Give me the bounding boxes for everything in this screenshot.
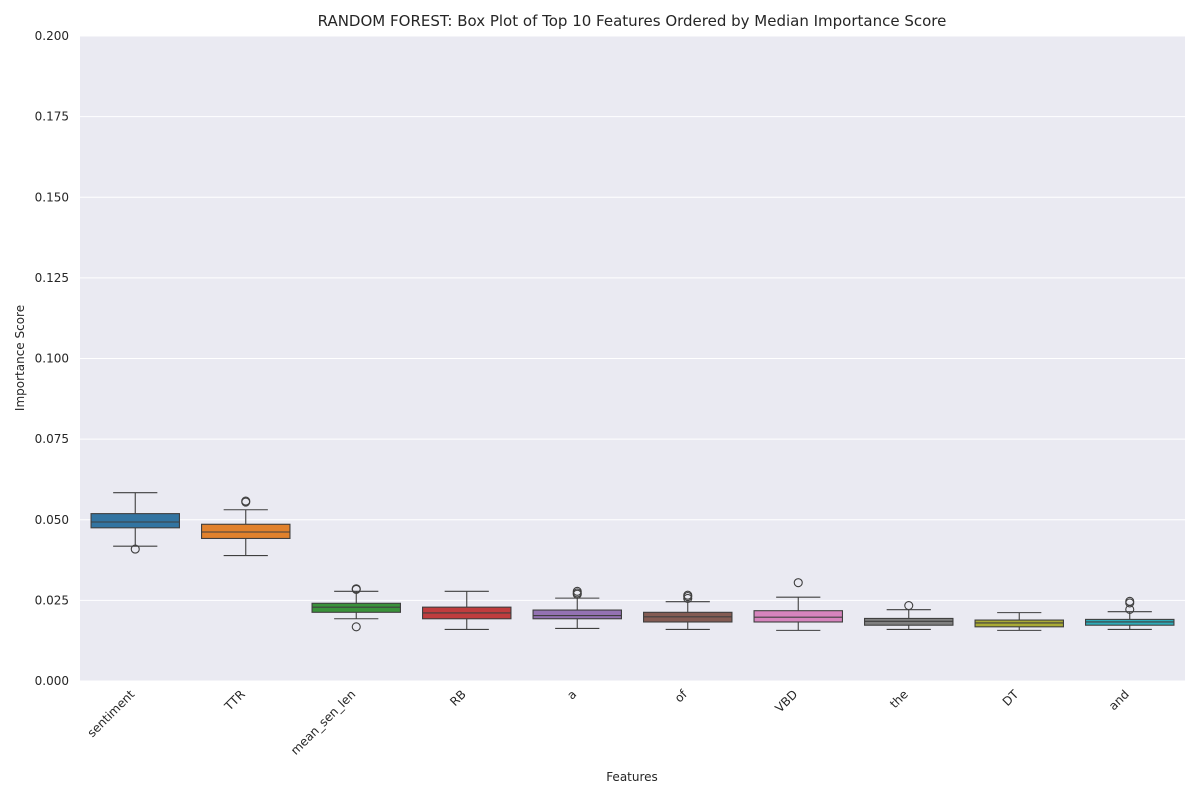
- iqr-box: [532, 609, 622, 620]
- y-axis-label: Importance Score: [13, 305, 27, 411]
- x-tick-label: of: [672, 687, 691, 706]
- y-tick-label: 0.025: [35, 593, 69, 607]
- y-tick-label: 0.125: [35, 271, 69, 285]
- box-and: [1085, 596, 1175, 630]
- x-tick-labels: sentiment TTR mean_sen_len RB a of VBD the DT and: [85, 687, 1132, 758]
- x-tick-label: TTR: [221, 687, 248, 714]
- chart-title: RANDOM FOREST: Box Plot of Top 10 Featur…: [318, 12, 947, 30]
- box-TTR: [201, 496, 291, 557]
- y-tick-label: 0.100: [35, 352, 69, 366]
- box-mean_sen_len: [311, 584, 401, 632]
- y-tick-label: 0.150: [35, 190, 69, 204]
- x-tick-label: RB: [447, 687, 469, 709]
- box-of: [642, 590, 733, 630]
- x-tick-label: sentiment: [85, 687, 138, 740]
- outlier-point: [130, 544, 140, 554]
- outlier-point: [351, 622, 361, 632]
- x-tick-label: DT: [1000, 687, 1022, 709]
- x-tick-label: and: [1106, 687, 1132, 713]
- box-the: [863, 600, 954, 630]
- box-RB: [421, 590, 512, 630]
- y-tick-label: 0.175: [35, 110, 69, 124]
- y-tick-label: 0.075: [35, 432, 69, 446]
- box-sentiment: [90, 492, 181, 554]
- x-tick-label: a: [564, 687, 579, 702]
- iqr-box: [90, 513, 181, 529]
- x-tick-label: the: [887, 687, 911, 711]
- outlier-point: [572, 586, 582, 596]
- y-tick-label: 0.000: [35, 674, 69, 688]
- outlier-point: [793, 578, 803, 588]
- outlier-point: [1125, 596, 1135, 606]
- x-tick-label: mean_sen_len: [288, 687, 358, 757]
- iqr-box: [753, 610, 843, 623]
- box-DT: [974, 612, 1064, 631]
- iqr-box: [311, 602, 401, 613]
- outlier-point: [683, 590, 693, 600]
- box-a: [532, 586, 622, 629]
- iqr-box: [201, 523, 291, 540]
- outlier-point: [241, 496, 251, 506]
- boxes: [90, 492, 1175, 632]
- x-tick-label: VBD: [772, 687, 800, 715]
- outlier-point: [904, 600, 914, 611]
- box-VBD: [753, 578, 843, 631]
- y-tick-labels: 0.000 0.025 0.050 0.075 0.100 0.125 0.150 0.175…: [35, 29, 69, 688]
- outlier-point: [351, 584, 361, 594]
- y-tick-label: 0.200: [35, 29, 69, 43]
- y-tick-label: 0.050: [35, 513, 69, 527]
- grid-lines: [80, 35, 1185, 682]
- x-axis-label: Features: [606, 770, 658, 784]
